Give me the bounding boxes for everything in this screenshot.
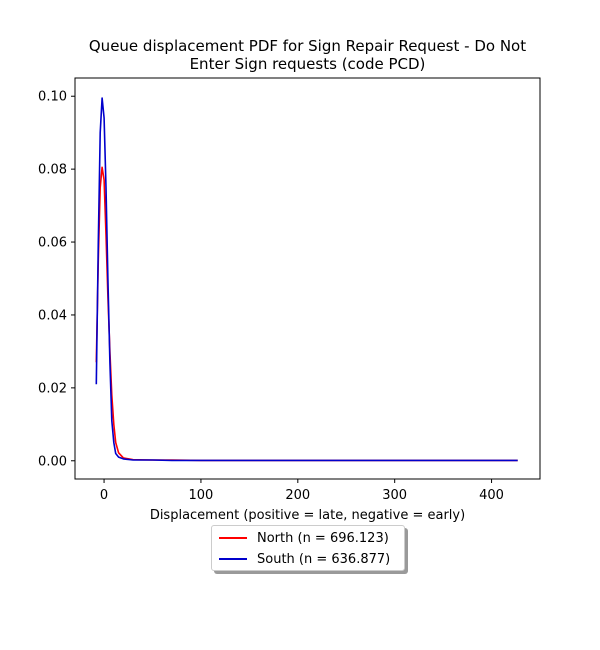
legend-item-north: North (n = 696.123) xyxy=(219,529,389,547)
legend-swatch-south xyxy=(219,558,247,560)
legend-label-north: North (n = 696.123) xyxy=(257,530,389,546)
axes-frame xyxy=(74,77,541,480)
y-tick-label: 0.00 xyxy=(38,454,67,469)
y-tick-label: 0.10 xyxy=(38,90,67,105)
series-line-south xyxy=(95,97,518,462)
series-line-north xyxy=(95,166,518,462)
y-axis-ticks: 0.00 0.02 0.04 0.06 0.08 0.10 xyxy=(38,90,75,469)
series-lines xyxy=(95,97,518,462)
x-tick-label: 0 xyxy=(100,488,108,503)
chart-title-line-2: Enter Sign requests (code PCD) xyxy=(189,55,426,73)
x-tick-label: 400 xyxy=(479,488,504,503)
chart-title-line-1: Queue displacement PDF for Sign Repair R… xyxy=(88,37,527,55)
x-tick-label: 300 xyxy=(382,488,407,503)
y-tick-label: 0.02 xyxy=(38,381,67,396)
y-tick-label: 0.08 xyxy=(38,163,67,178)
x-tick-label: 200 xyxy=(285,488,310,503)
y-tick-label: 0.04 xyxy=(38,308,67,323)
legend-swatch-north xyxy=(219,537,247,539)
x-axis-label: Displacement (positive = late, negative … xyxy=(150,508,465,523)
legend-label-south: South (n = 636.877) xyxy=(257,551,391,567)
x-tick-label: 100 xyxy=(189,488,214,503)
y-tick-label: 0.06 xyxy=(38,236,67,251)
legend-item-south: South (n = 636.877) xyxy=(219,550,390,568)
legend: North (n = 696.123) South (n = 636.877) xyxy=(211,525,405,571)
x-axis-ticks: 0 100 200 300 400 xyxy=(100,479,504,503)
